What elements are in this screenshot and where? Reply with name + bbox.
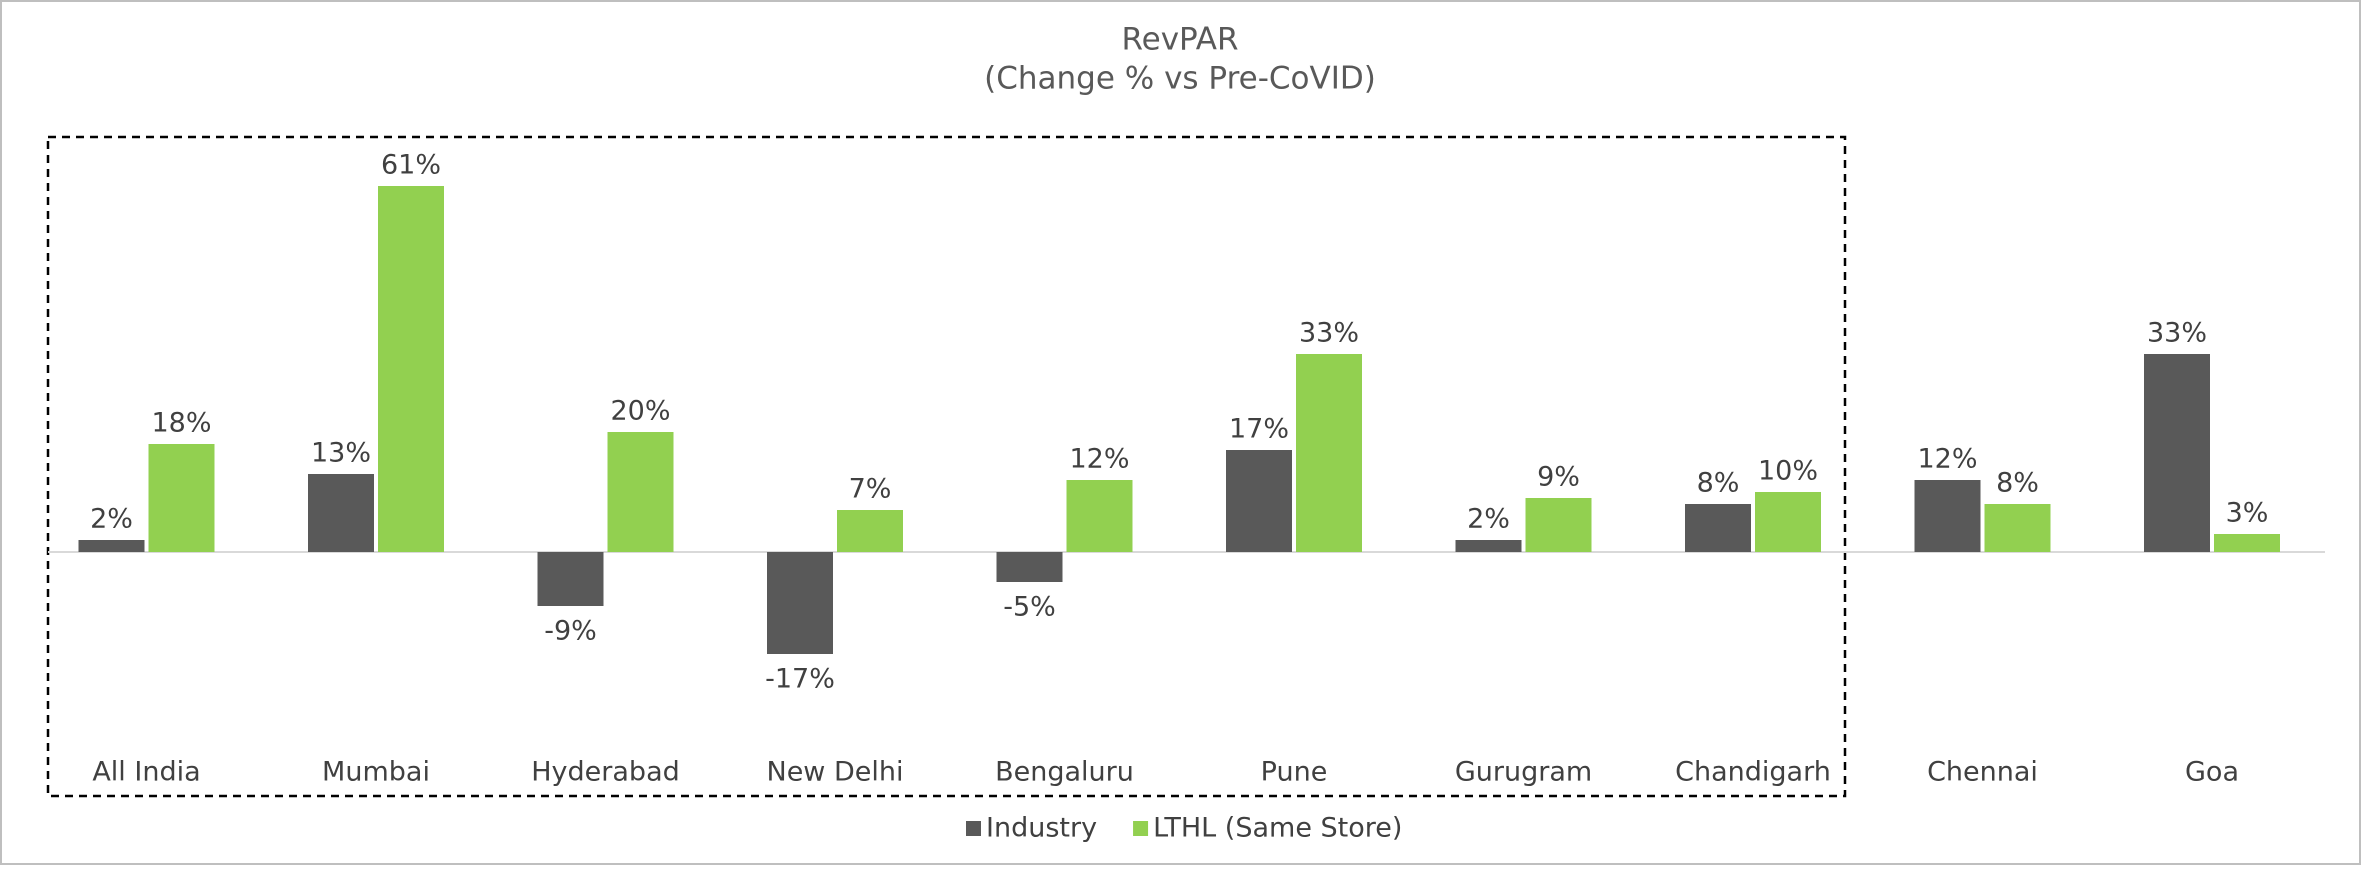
x-tick-label: Chandigarh [1675, 757, 1831, 788]
x-tick-label: Goa [2185, 757, 2239, 788]
data-label: 61% [381, 150, 441, 181]
data-label: 12% [1069, 444, 1129, 475]
bar [1296, 354, 1362, 552]
bar [378, 186, 444, 552]
bar [1226, 450, 1292, 552]
bar [1066, 480, 1133, 552]
legend-swatch [1133, 821, 1149, 836]
bar [78, 540, 145, 552]
data-label: 33% [2147, 318, 2207, 349]
x-tick-label: Pune [1261, 757, 1328, 788]
x-tick-label: Bengaluru [995, 757, 1134, 788]
data-label: -5% [1003, 592, 1056, 623]
data-label: 7% [849, 474, 892, 505]
bar [308, 474, 374, 552]
bar [537, 552, 604, 606]
data-label: 8% [1996, 468, 2039, 499]
chart-subtitle: (Change % vs Pre-CoVID) [984, 61, 1376, 97]
data-label: 2% [90, 504, 133, 535]
x-tick-label: Hyderabad [531, 757, 680, 788]
bar [1755, 492, 1821, 552]
bar [1685, 504, 1751, 552]
legend-label: LTHL (Same Store) [1153, 813, 1402, 844]
x-tick-label: New Delhi [767, 757, 904, 788]
bar [996, 552, 1063, 582]
bar [2144, 354, 2210, 552]
bar [1984, 504, 2051, 552]
data-label: 8% [1697, 468, 1740, 499]
bar [767, 552, 833, 654]
legend-label: Industry [986, 813, 1097, 844]
data-label: 12% [1917, 444, 1977, 475]
legend-swatch [966, 821, 981, 836]
data-label: 3% [2226, 498, 2269, 529]
data-label: -17% [765, 664, 835, 695]
bar [607, 432, 674, 552]
data-label: 10% [1758, 456, 1818, 487]
bar [1525, 498, 1592, 552]
data-label: 33% [1299, 318, 1359, 349]
data-label: -9% [544, 616, 597, 647]
highlight-box [46, 135, 1847, 798]
bar [837, 510, 903, 552]
x-tick-label: Mumbai [322, 757, 430, 788]
chart-title: RevPAR [1121, 22, 1238, 58]
data-label: 9% [1537, 462, 1580, 493]
bar [2214, 534, 2280, 552]
bar [1455, 540, 1522, 552]
data-label: 13% [311, 438, 371, 469]
bar [1914, 480, 1981, 552]
x-tick-label: Chennai [1927, 757, 2038, 788]
data-label: 18% [151, 408, 211, 439]
data-label: 2% [1467, 504, 1510, 535]
x-tick-label: Gurugram [1455, 757, 1592, 788]
data-label: 20% [610, 396, 670, 427]
data-label: 17% [1229, 414, 1289, 445]
x-tick-label: All India [92, 757, 200, 788]
bar [148, 444, 215, 552]
